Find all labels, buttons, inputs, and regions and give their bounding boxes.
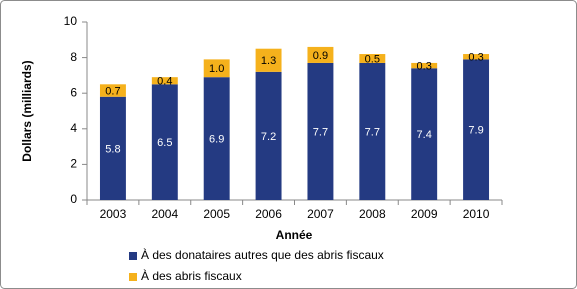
data-label: 6.9 — [209, 133, 224, 145]
x-tick-label: 2005 — [203, 207, 230, 221]
bar-segment — [99, 96, 126, 200]
data-label: 0.9 — [313, 50, 328, 62]
legend-swatch — [129, 273, 137, 281]
data-label: 7.2 — [261, 131, 276, 143]
legend-swatch — [129, 252, 137, 260]
data-label: 5.8 — [105, 143, 120, 155]
bar-segment — [307, 46, 334, 63]
bar-segment — [411, 68, 438, 200]
bar-segment — [411, 62, 438, 69]
x-axis-title: Année — [276, 228, 313, 242]
data-label: 0.4 — [157, 76, 172, 88]
data-label: 0.3 — [468, 52, 483, 64]
y-tick-label: 4 — [70, 121, 77, 135]
bar-segment — [463, 59, 490, 200]
data-label: 7.9 — [468, 125, 483, 137]
y-axis-title: Dollars (milliards) — [20, 60, 34, 161]
data-label: 1.0 — [209, 63, 224, 75]
x-tick-label: 2009 — [411, 207, 438, 221]
y-tick-label: 6 — [70, 85, 77, 99]
x-tick-label: 2007 — [307, 207, 334, 221]
x-tick-label: 2008 — [359, 207, 386, 221]
data-label: 0.3 — [417, 61, 432, 73]
data-label: 1.3 — [261, 55, 276, 67]
data-label: 0.5 — [365, 53, 380, 65]
bar-segment — [99, 84, 126, 97]
y-tick-label: 8 — [70, 50, 77, 64]
bar-segment — [463, 54, 490, 60]
data-label: 7.4 — [417, 129, 432, 141]
bar-segment — [255, 71, 282, 200]
bar-segment — [151, 84, 178, 200]
legend-label: À des abris fiscaux — [141, 268, 242, 283]
data-label: 6.5 — [157, 137, 172, 149]
bar-segment — [203, 77, 230, 200]
bar-segment — [307, 62, 334, 200]
y-tick-label: 0 — [70, 192, 77, 206]
bar-segment — [359, 62, 386, 200]
x-tick-label: 2004 — [151, 207, 178, 221]
data-label: 7.7 — [313, 126, 328, 138]
bar-segment — [203, 59, 230, 78]
legend-label: À des donataires autres que des abris fi… — [141, 247, 384, 262]
x-tick-label: 2010 — [463, 207, 490, 221]
data-label: 7.7 — [365, 126, 380, 138]
x-tick-label: 2006 — [255, 207, 282, 221]
x-tick-label: 2003 — [100, 207, 127, 221]
bar-segment — [255, 48, 282, 72]
bar-segment — [359, 54, 386, 63]
y-tick-label: 10 — [64, 14, 78, 28]
data-label: 0.7 — [105, 85, 120, 97]
y-tick-label: 2 — [70, 157, 77, 171]
bar-segment — [151, 77, 178, 85]
